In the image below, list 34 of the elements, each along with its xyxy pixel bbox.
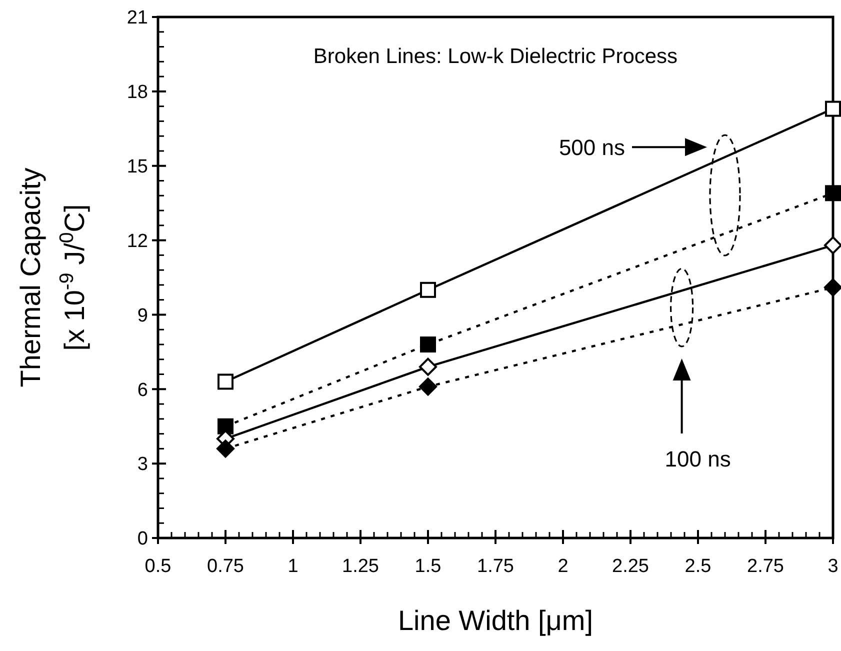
x-tick-label: 1.75	[477, 556, 514, 577]
annotation: 100 ns	[664, 446, 731, 472]
point	[218, 418, 234, 434]
point	[825, 185, 841, 202]
y-tick-label: 15	[126, 156, 148, 178]
x-tick-label: 1.5	[414, 556, 442, 577]
point	[420, 282, 436, 298]
y-tick-label: 12	[126, 230, 148, 252]
x-tick-label: 2	[558, 556, 568, 577]
x-tick-label: 1	[288, 556, 298, 577]
annotation: 500 ns	[558, 135, 625, 160]
point	[218, 374, 234, 390]
point	[419, 358, 437, 376]
x-tick-label: 2.5	[684, 556, 712, 577]
point	[420, 336, 436, 352]
x-tick-label: 2.75	[747, 556, 784, 577]
point	[419, 378, 437, 396]
x-axis-title: Line Width [μm]	[398, 605, 594, 636]
x-tick-label: 1.25	[342, 556, 379, 577]
y-tick-label: 0	[137, 528, 148, 550]
y-tick-label: 6	[137, 380, 148, 401]
point	[216, 440, 234, 458]
point	[824, 278, 841, 296]
x-tick-label: 0.5	[144, 556, 172, 577]
x-tick-label: 0.75	[207, 556, 244, 577]
y-tick-label: 3	[137, 454, 148, 476]
text: Broken Lines: Low-k Dielectric Process	[313, 45, 678, 68]
x-tick-label: 2.25	[612, 556, 649, 577]
y-tick-label: 9	[137, 305, 148, 326]
point	[825, 100, 841, 117]
point	[824, 236, 841, 254]
y-tick-label: 21	[126, 8, 148, 29]
y-tick-label: 18	[126, 82, 148, 104]
x-tick-label: 3	[828, 556, 838, 577]
